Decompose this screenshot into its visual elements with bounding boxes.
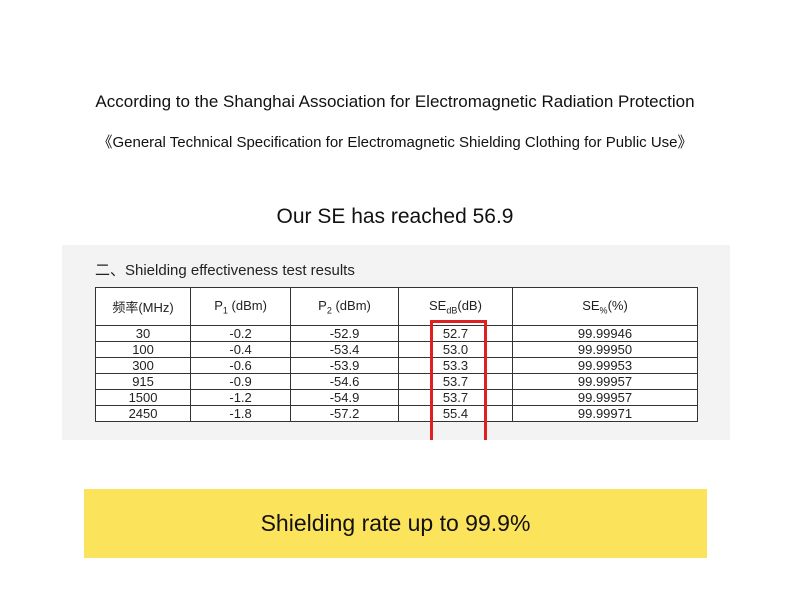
table-cell: -53.4 xyxy=(290,341,399,358)
table-cell: -1.2 xyxy=(190,389,292,406)
header-rest: (%) xyxy=(607,297,628,313)
header-main: SE xyxy=(582,297,600,313)
table-cell: -0.2 xyxy=(190,325,292,342)
spec-line: 《General Technical Specification for Ele… xyxy=(97,134,693,151)
table-caption: 二、Shielding effectiveness test results xyxy=(95,262,355,279)
table-cell: -52.9 xyxy=(290,325,399,342)
column-header: P2 (dBm) xyxy=(290,287,399,326)
table-row: 300 -0.6 -53.9 53.3 99.99953 xyxy=(94,357,698,374)
table-cell: -1.8 xyxy=(190,405,292,422)
table-cell: 300 xyxy=(94,357,192,374)
column-header: SE%(%) xyxy=(512,287,698,326)
table-cell: -54.9 xyxy=(290,389,399,406)
header-sub: 2 xyxy=(326,305,332,316)
table-cell: 99.99957 xyxy=(512,373,698,390)
header-main: 频率(MHz) xyxy=(112,300,174,315)
table-cell: -0.9 xyxy=(190,373,292,390)
table-cell: 99.99946 xyxy=(512,325,698,342)
results-table: 频率(MHz) P1 (dBm) P2 (dBm) SEdB(dB) SE%(%) 30-… xyxy=(94,287,698,422)
header-rest: (dBm) xyxy=(331,297,371,313)
table-cell: 30 xyxy=(94,325,192,342)
table-row: 1500 -1.2 -54.9 53.7 99.99957 xyxy=(94,389,698,406)
header-sub: 1 xyxy=(222,305,228,316)
table-cell: 915 xyxy=(94,373,192,390)
banner-text: Shielding rate up to 99.9% xyxy=(260,510,531,536)
header-row: 频率(MHz) P1 (dBm) P2 (dBm) SEdB(dB) SE%(%) xyxy=(94,287,698,326)
header-main: P xyxy=(318,297,327,313)
table-cell: 99.99950 xyxy=(512,341,698,358)
table-cell: 99.99953 xyxy=(512,357,698,374)
header-sub: % xyxy=(599,305,608,316)
table-cell: 2450 xyxy=(94,405,192,422)
header-sub: dB xyxy=(446,305,458,316)
table-row: 100 -0.4 -53.4 53.0 99.99950 xyxy=(94,341,698,358)
table-cell: 1500 xyxy=(94,389,192,406)
table-cell: 99.99971 xyxy=(512,405,698,422)
table-cell: -0.6 xyxy=(190,357,292,374)
header-main: SE xyxy=(429,297,447,313)
table-row: 2450 -1.8 -57.2 55.4 99.99971 xyxy=(94,405,698,422)
table-cell: -53.9 xyxy=(290,357,399,374)
table-cell: 100 xyxy=(94,341,192,358)
header-main: P xyxy=(214,297,223,313)
table-cell: 99.99957 xyxy=(512,389,698,406)
table-cell: -0.4 xyxy=(190,341,292,358)
column-header: SEdB(dB) xyxy=(397,287,514,326)
claim: Our SE has reached 56.9 xyxy=(276,205,514,228)
table-row: 30 -0.2 -52.9 52.7 99.99946 xyxy=(94,325,698,342)
report-scan: 二、Shielding effectiveness test results 频… xyxy=(62,245,730,440)
table-cell: -54.6 xyxy=(290,373,399,390)
column-header: P1 (dBm) xyxy=(190,287,292,326)
table-cell: -57.2 xyxy=(290,405,399,422)
header-rest: (dB) xyxy=(457,297,482,313)
banner: Shielding rate up to 99.9% xyxy=(84,489,707,558)
header-rest: (dBm) xyxy=(227,297,267,313)
source-line: According to the Shanghai Association fo… xyxy=(95,92,695,111)
highlight-box xyxy=(430,320,487,440)
table-row: 915 -0.9 -54.6 53.7 99.99957 xyxy=(94,373,698,390)
column-header: 频率(MHz) xyxy=(94,287,192,326)
